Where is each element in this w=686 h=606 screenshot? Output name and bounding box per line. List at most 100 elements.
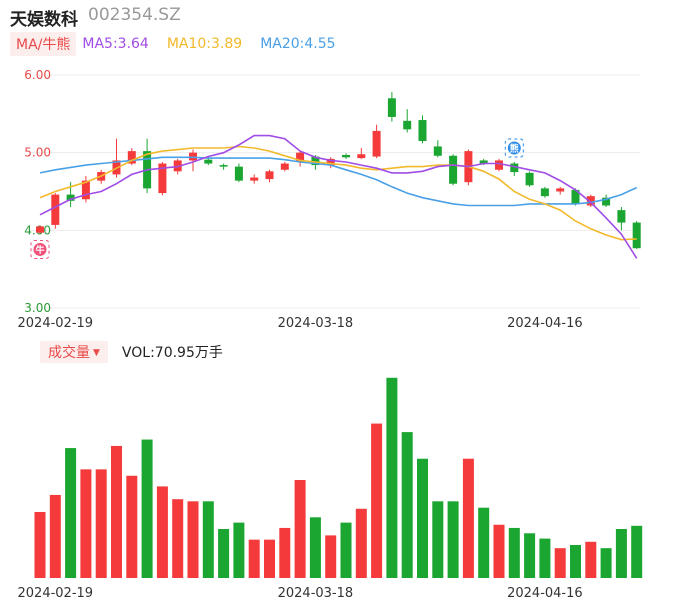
candle-body <box>357 154 366 159</box>
volume-bar <box>279 527 291 578</box>
candle-body <box>586 196 595 206</box>
price-y-tick-label: 6.00 <box>24 68 51 82</box>
candle-body <box>280 163 289 170</box>
candle-body <box>219 165 228 167</box>
volume-bar <box>401 432 413 578</box>
candle-body <box>387 98 396 117</box>
candle-body <box>326 158 335 166</box>
price-y-tick-label: 5.00 <box>24 146 51 160</box>
candle-body <box>127 151 136 164</box>
candle-body <box>372 130 381 157</box>
marker-badge <box>33 242 47 256</box>
candle <box>357 148 366 159</box>
volume-bar <box>233 522 245 578</box>
volume-bar <box>524 533 536 578</box>
volume-bar <box>187 501 199 578</box>
volume-bar <box>95 469 107 578</box>
candle <box>296 151 305 167</box>
volume-bar <box>325 535 337 578</box>
price-x-tick-label: 2024-04-16 <box>507 316 583 331</box>
volume-bar <box>156 486 168 578</box>
volume-bar <box>65 448 77 578</box>
candle-body <box>36 226 44 233</box>
volume-bar <box>49 494 61 578</box>
volume-bar <box>493 524 505 578</box>
candle <box>556 186 565 195</box>
ma-indicator-toggle[interactable]: MA/牛熊 <box>10 32 77 56</box>
candle <box>433 140 442 158</box>
candle <box>449 154 458 186</box>
candle <box>540 186 549 198</box>
candle <box>495 158 503 172</box>
candle-body <box>204 159 213 164</box>
ma5-line <box>39 134 638 259</box>
price-x-tick-label: 2024-02-19 <box>18 316 94 331</box>
volume-bar <box>172 499 184 578</box>
volume-bar <box>447 501 459 578</box>
volume-bar <box>432 501 444 578</box>
candle-body <box>403 120 412 130</box>
marker-label: 牛 <box>35 244 44 256</box>
candle-body <box>311 156 320 166</box>
candle-body <box>510 163 519 173</box>
volume-bar <box>554 548 566 578</box>
volume-bar <box>417 458 428 578</box>
candle-body <box>632 222 641 249</box>
candle <box>112 138 121 178</box>
candle-body <box>479 160 488 164</box>
volume-x-tick-label: 2024-04-16 <box>507 586 583 601</box>
volume-legend: 成交量 ▼ VOL:70.95万手 <box>40 341 223 363</box>
candle <box>617 207 626 231</box>
volume-bar <box>371 423 383 578</box>
candle-body <box>525 172 534 186</box>
volume-bar <box>218 529 230 578</box>
stock-code: 002354.SZ <box>88 5 181 25</box>
ma20-line <box>39 156 638 207</box>
candle <box>143 138 152 194</box>
candle-body <box>602 197 611 206</box>
marker-frame <box>504 138 524 158</box>
ma-legend: MA/牛熊 MA5:3.64 MA10:3.89 MA20:4.55 <box>10 32 354 56</box>
candle <box>571 188 580 206</box>
candle-body <box>617 210 626 223</box>
volume-indicator-label: 成交量 <box>48 345 90 361</box>
marker-label: 熊 <box>510 142 519 154</box>
candle-body <box>265 171 274 180</box>
candle <box>36 225 44 234</box>
candle-body <box>418 120 427 142</box>
volume-bar <box>585 541 597 578</box>
volume-bar <box>631 525 643 578</box>
candle <box>372 124 381 159</box>
ma10-label: MA10:3.89 <box>166 36 243 52</box>
candle <box>586 194 595 208</box>
volume-bar <box>462 458 474 578</box>
candlestick-chart: 6.005.004.003.00牛熊2024-02-192024-03-1820… <box>18 68 641 331</box>
volume-bar <box>355 508 367 578</box>
candle <box>51 193 60 229</box>
candle <box>250 174 259 184</box>
volume-bar <box>264 539 275 578</box>
marker-badge <box>507 141 521 155</box>
volume-bar <box>478 507 490 578</box>
volume-x-tick-label: 2024-02-19 <box>18 586 94 601</box>
candle <box>387 92 396 122</box>
bear-marker-icon: 熊 <box>504 138 524 158</box>
candle <box>81 175 90 203</box>
volume-indicator-selector[interactable]: 成交量 ▼ <box>40 341 108 363</box>
ma5-label: MA5:3.64 <box>82 36 149 52</box>
volume-bar <box>309 517 321 578</box>
volume-bars <box>34 377 643 578</box>
candle-body <box>540 188 549 197</box>
candle-body <box>495 160 503 170</box>
volume-bar <box>111 445 122 578</box>
candle <box>510 161 519 176</box>
volume-bar <box>80 469 92 578</box>
volume-bar <box>600 548 612 578</box>
candle-body <box>556 188 565 192</box>
candle <box>602 194 611 208</box>
ma20-label: MA20:4.55 <box>260 36 336 52</box>
ma10-line <box>39 145 637 241</box>
candle-body <box>250 177 259 181</box>
candle <box>219 163 228 170</box>
price-grid <box>30 74 640 309</box>
